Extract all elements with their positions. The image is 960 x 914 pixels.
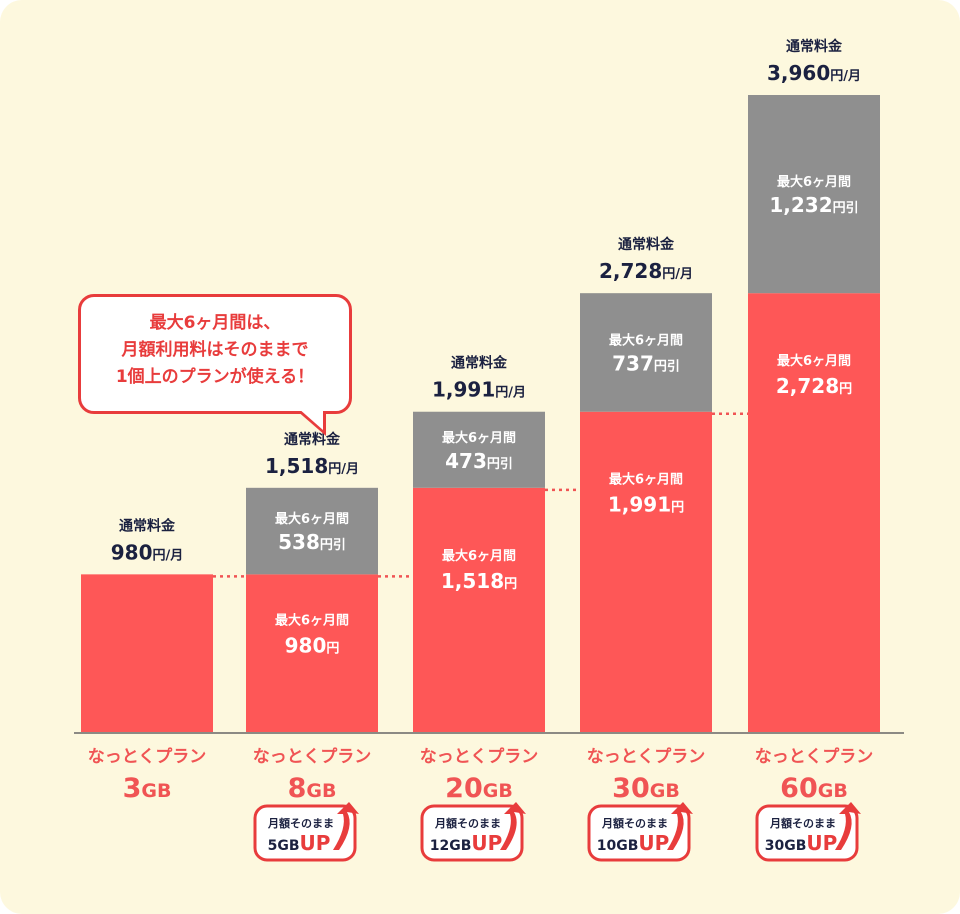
regular-price-value: 980円/月 (111, 540, 184, 564)
discount-label: 最大6ヶ月間 (609, 332, 683, 348)
callout-text: 最大6ヶ月間は、 月額利用料はそのままで 1個上のプランが使える！ (78, 310, 352, 391)
regular-price-value: 2,728円/月 (599, 259, 693, 283)
plan-name-label: なっとくプラン (420, 746, 539, 767)
plan-name-label: なっとくプラン (755, 746, 874, 767)
plan-name-label: なっとくプラン (587, 746, 706, 767)
plan-capacity-label: 60GB (780, 773, 848, 804)
discounted-label: 最大6ヶ月間 (442, 548, 516, 564)
badge-line1: 月額そのまま (769, 816, 836, 830)
discount-label: 最大6ヶ月間 (442, 430, 516, 446)
regular-price-value: 3,960円/月 (767, 61, 861, 85)
plan-capacity-label: 30GB (612, 773, 680, 804)
plan-name-label: なっとくプラン (88, 746, 207, 767)
regular-price-value: 1,991円/月 (432, 378, 526, 402)
bar-discounted-20gb (413, 488, 545, 732)
discount-label: 最大6ヶ月間 (275, 511, 349, 527)
callout-bubble: 最大6ヶ月間は、 月額利用料はそのままで 1個上のプランが使える！ (78, 294, 352, 414)
plan-capacity-label: 8GB (288, 773, 337, 804)
discounted-label: 最大6ヶ月間 (609, 472, 683, 488)
badge-line1: 月額そのまま (267, 816, 334, 830)
plan-name-label: なっとくプラン (253, 746, 372, 767)
badge-line1: 月額そのまま (601, 816, 668, 830)
regular-price-label: 通常料金 (618, 236, 675, 253)
discounted-label: 最大6ヶ月間 (275, 612, 349, 628)
discounted-label: 最大6ヶ月間 (777, 353, 851, 369)
bar-discounted-30gb (580, 412, 712, 732)
regular-price-label: 通常料金 (451, 355, 508, 372)
callout-tail-inner (298, 408, 323, 430)
plan-capacity-label: 3GB (123, 773, 172, 804)
callout-line-2: 月額利用料はそのままで (78, 337, 352, 364)
regular-price-value: 1,518円/月 (265, 454, 359, 478)
callout-line-3: 1個上のプランが使える！ (78, 364, 352, 391)
callout-line-1: 最大6ヶ月間は、 (78, 310, 352, 337)
regular-price-label: 通常料金 (119, 517, 176, 534)
plan-capacity-label: 20GB (445, 773, 513, 804)
badge-line1: 月額そのまま (434, 816, 501, 830)
discount-label: 最大6ヶ月間 (777, 174, 851, 190)
bar-discounted-3gb (81, 574, 213, 732)
regular-price-label: 通常料金 (786, 38, 843, 55)
